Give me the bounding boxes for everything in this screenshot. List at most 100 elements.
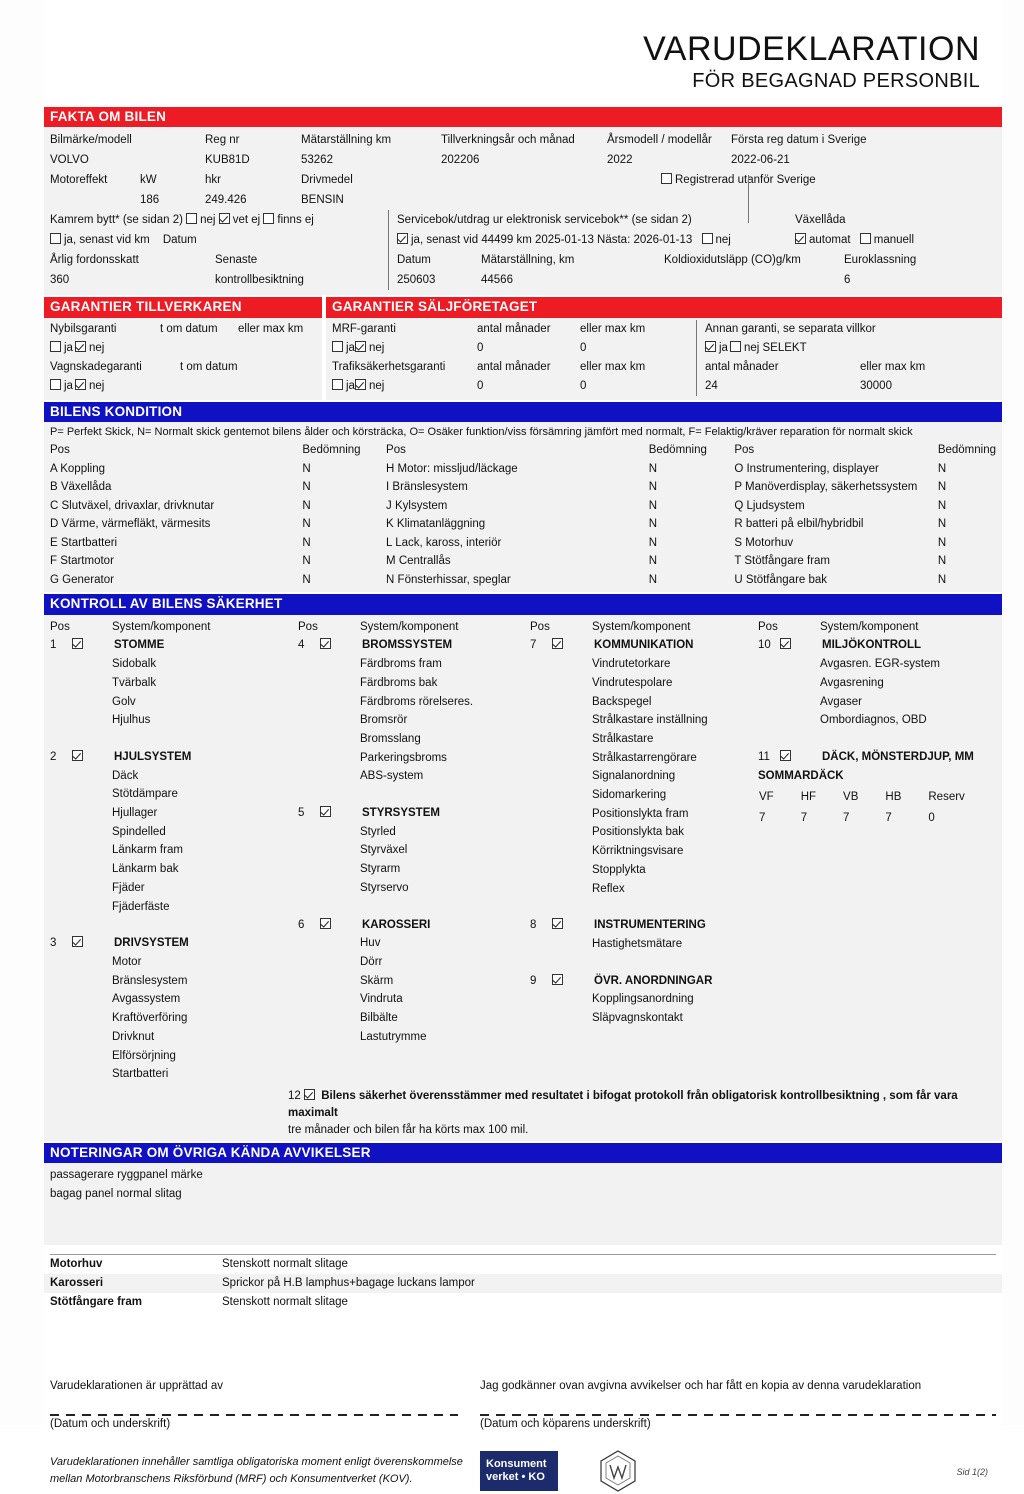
service-book-yes-checkbox[interactable]	[397, 233, 408, 245]
timing-belt-no-checkbox[interactable]	[186, 213, 198, 225]
col-rating-1: Bedömning	[302, 444, 361, 457]
safety-group-7[interactable]: 7 KOMMUNIKATION	[530, 636, 758, 655]
mrf-guarantee-header: MRF-garanti antal månader eller max km	[332, 320, 696, 339]
cond-rating: N	[937, 499, 947, 512]
safety-group-9[interactable]: 9 ÖVR. ANORDNINGAR	[530, 972, 758, 991]
label-newcar-until: t om datum	[160, 322, 218, 335]
label-newcar-no: nej	[88, 341, 105, 354]
safety-group-6[interactable]: 6 KAROSSERI	[298, 916, 530, 935]
mrf-guarantee-answer[interactable]: ja nej 0 0	[332, 339, 696, 358]
cond-pos: T Stötfångare fram	[734, 555, 831, 568]
cond-rating: N	[302, 536, 311, 549]
label-newcar-guarantee: Nybilsgaranti	[50, 322, 117, 335]
service-book-answer-group[interactable]: ja, senast vid 44499 km 2025-01-13 Nästa…	[388, 230, 783, 251]
value-fuel: BENSIN	[301, 194, 344, 207]
gearbox-automatic-checkbox[interactable]	[795, 233, 806, 245]
timing-belt-group[interactable]: Kamrem bytt* (se sidan 2) nej vet ej fin…	[50, 210, 388, 230]
gearbox-manual-checkbox[interactable]	[859, 233, 871, 245]
traffic-guarantee-answer[interactable]: ja nej 0 0	[332, 377, 696, 396]
safety-item: Dörr	[360, 956, 383, 968]
safety-group-3[interactable]: 3 DRIVSYSTEM	[50, 934, 298, 953]
buyer-signature-line[interactable]	[480, 1414, 996, 1417]
safety-group-number: 7	[530, 639, 537, 652]
seller-signature-line[interactable]	[50, 1414, 458, 1417]
value-other-maxkm: 30000	[860, 379, 892, 392]
timing-belt-yes-group[interactable]: ja, senast vid km Datum	[50, 230, 388, 250]
mrf-no-checkbox[interactable]	[354, 340, 366, 352]
safety-col-pos-label: Pos	[530, 620, 550, 633]
newcar-no-checkbox[interactable]	[74, 340, 86, 352]
facts-divider-vertical	[748, 175, 749, 224]
bodydamage-no-checkbox[interactable]	[74, 378, 86, 390]
safety-group-checkbox[interactable]	[552, 918, 563, 930]
item12-checkbox[interactable]	[304, 1088, 315, 1100]
safety-group-checkbox[interactable]	[72, 638, 83, 650]
timing-belt-dontknow-checkbox[interactable]	[218, 213, 230, 225]
guarantees-header-row: GARANTIER TILLVERKAREN GARANTIER SÄLJFÖR…	[44, 297, 1002, 318]
other-guarantee-answer[interactable]: ja nej SELEKT	[705, 339, 1002, 358]
safety-group-checkbox[interactable]	[320, 917, 331, 929]
label-mrf-guarantee: MRF-garanti	[332, 322, 396, 335]
registered-abroad-checkbox[interactable]	[661, 173, 672, 185]
cond-pos: H Motor: missljud/läckage	[386, 462, 518, 475]
safety-group-checkbox[interactable]	[72, 936, 83, 948]
safety-item: Bilbälte	[360, 1012, 398, 1025]
bodydamage-guarantee-answer[interactable]: ja nej	[50, 377, 316, 396]
other-no-checkbox[interactable]	[729, 340, 741, 352]
safety-item: Stopplykta	[592, 863, 646, 876]
cond-rating: N	[648, 499, 658, 512]
safety-group-checkbox[interactable]	[552, 638, 563, 650]
safety-group-spacer	[298, 898, 530, 916]
safety-group-8[interactable]: 8 INSTRUMENTERING	[530, 916, 758, 935]
safety-group-checkbox[interactable]	[320, 638, 331, 650]
other-yes-checkbox[interactable]	[705, 340, 716, 352]
safety-group-11[interactable]: 11 DÄCK, MÖNSTERDJUP, MM	[758, 748, 996, 767]
label-latest: Senaste	[215, 254, 258, 267]
bodydamage-yes-checkbox[interactable]	[50, 378, 61, 390]
tyre-position-label: HF	[800, 791, 817, 804]
label-brand-model: Bilmärke/modell	[50, 134, 132, 147]
safety-item: Styrarm	[360, 863, 401, 876]
safety-group-2[interactable]: 2 HJULSYSTEM	[50, 748, 298, 767]
timing-belt-notpresent-checkbox[interactable]	[263, 213, 275, 225]
label-kw: kW	[140, 174, 157, 187]
safety-group-spacer	[50, 916, 298, 934]
safety-group-10[interactable]: 10 MILJÖKONTROLL	[758, 636, 996, 655]
deviations-table: Motorhuv Stenskott normalt slitage Karos…	[44, 1255, 1002, 1312]
safety-group-4[interactable]: 4 BROMSSYSTEM	[298, 636, 530, 655]
gearbox-answer-group[interactable]: automat manuell	[783, 230, 914, 250]
safety-columns: Pos System/komponent 1 STOMME Sidobalk Tvärba…	[50, 618, 996, 1084]
label-odometer2: Mätarställning, km	[481, 254, 575, 267]
safety-group-1[interactable]: 1 STOMME	[50, 636, 298, 655]
safety-group-checkbox[interactable]	[72, 749, 83, 761]
registered-abroad-checkbox-group[interactable]: Registrerad utanför Sverige	[661, 170, 816, 190]
newcar-yes-checkbox[interactable]	[50, 340, 61, 352]
service-book-no-checkbox[interactable]	[701, 233, 713, 245]
label-mrf-months: antal månader	[477, 322, 551, 335]
safety-item: Signalanordning	[592, 770, 676, 783]
newcar-guarantee-answer[interactable]: ja nej	[50, 339, 316, 358]
traffic-yes-checkbox[interactable]	[332, 378, 343, 390]
safety-item: Elförsörjning	[112, 1049, 176, 1062]
safety-item: Vindruta	[360, 993, 403, 1006]
label-newcar-yes: ja	[64, 341, 73, 354]
safety-item: Vindrutetorkare	[592, 658, 671, 671]
value-euro-class: 6	[844, 274, 851, 287]
label-timing-belt-date: Datum	[162, 234, 197, 247]
safety-item: Avgasren. EGR-system	[820, 658, 940, 671]
cond-pos: O Instrumentering, displayer	[734, 462, 879, 475]
value-mrf-maxkm: 0	[580, 341, 587, 354]
traffic-no-checkbox[interactable]	[354, 378, 366, 390]
safety-group-5[interactable]: 5 STYRSYSTEM	[298, 804, 530, 823]
safety-group-checkbox[interactable]	[780, 749, 791, 761]
safety-group-number: 11	[758, 750, 770, 763]
safety-column-1: Pos System/komponent 1 STOMME Sidobalk Tvärba…	[50, 618, 298, 1084]
label-traffic-maxkm: eller max km	[580, 360, 646, 373]
timing-belt-yes-checkbox[interactable]	[50, 233, 61, 245]
guarantees-body: Nybilsgaranti t om datum eller max km ja…	[44, 317, 1002, 400]
label-traffic-yes: ja	[346, 379, 355, 392]
safety-group-checkbox[interactable]	[552, 973, 563, 985]
safety-group-checkbox[interactable]	[320, 806, 331, 818]
safety-group-checkbox[interactable]	[780, 638, 791, 650]
mrf-yes-checkbox[interactable]	[332, 340, 343, 352]
